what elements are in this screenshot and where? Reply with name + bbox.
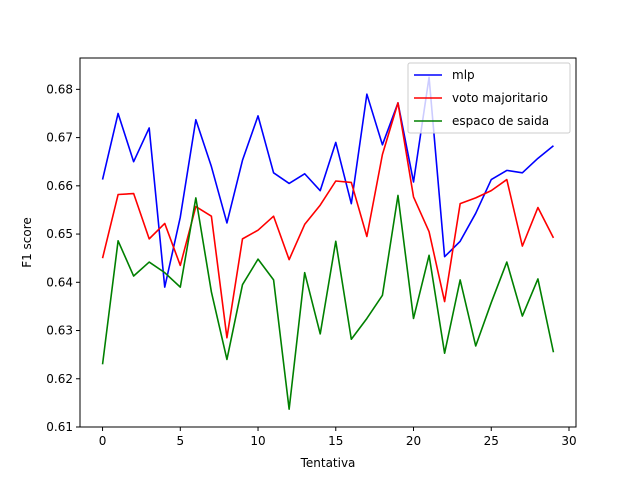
legend-label-2: espaco de saida <box>452 114 549 128</box>
legend-box <box>407 62 571 134</box>
series-line-1 <box>101 102 555 339</box>
x-tick-label-5: 25 <box>484 434 499 448</box>
y-axis-label: F1 score <box>20 217 34 268</box>
y-tick-label-5: 0.66 <box>46 179 73 193</box>
x-axis-label: Tentativa <box>300 456 356 470</box>
legend: mlp voto majoritario espaco de saida <box>407 62 571 134</box>
y-tick-label-7: 0.68 <box>46 82 73 96</box>
x-tick-label-2: 10 <box>250 434 265 448</box>
y-tick-label-6: 0.67 <box>46 131 73 145</box>
y-tick-label-1: 0.62 <box>46 372 73 386</box>
series-line-2 <box>101 194 555 410</box>
y-tick-label-3: 0.64 <box>46 275 73 289</box>
legend-label-1: voto majoritario <box>452 91 548 105</box>
x-tick-label-6: 30 <box>561 434 576 448</box>
y-tick-label-2: 0.63 <box>46 324 73 338</box>
x-tick-label-1: 5 <box>176 434 184 448</box>
plot-frame <box>79 57 577 428</box>
y-tick-label-4: 0.65 <box>46 227 73 241</box>
x-tick-label-0: 0 <box>99 434 107 448</box>
series-line-0 <box>101 76 554 288</box>
ticks-layer: 0 5 10 15 20 25 30 0.61 0.62 0.63 0.64 0.65 0.66 0.67… <box>46 82 576 448</box>
y-tick-label-0: 0.61 <box>46 420 73 434</box>
legend-label-0: mlp <box>452 68 475 82</box>
x-tick-label-3: 15 <box>328 434 343 448</box>
series-layer <box>101 76 555 410</box>
x-tick-label-4: 20 <box>406 434 421 448</box>
